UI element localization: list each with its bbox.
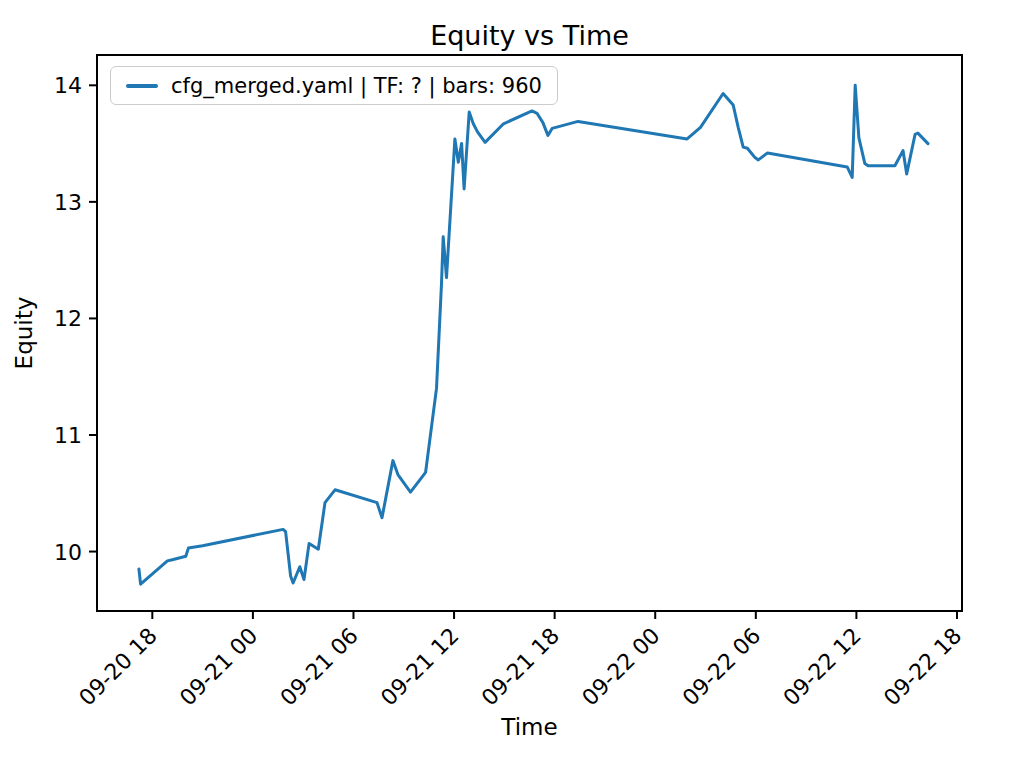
y-tick-label: 14 [54, 73, 82, 98]
x-tick-label: 09-20 18 [74, 623, 162, 711]
y-tick-label: 10 [54, 540, 82, 565]
x-tick-label: 09-21 18 [477, 623, 565, 711]
plot-border [97, 55, 962, 611]
x-tick-label: 09-22 12 [778, 623, 866, 711]
equity-line-series [139, 85, 928, 584]
y-tick-label: 12 [54, 306, 82, 331]
x-axis-label: Time [97, 714, 962, 740]
chart-title: Equity vs Time [97, 20, 962, 51]
x-tick-label: 09-22 00 [577, 623, 665, 711]
x-tick-label: 09-21 12 [376, 623, 464, 711]
figure: 101112131409-20 1809-21 0009-21 0609-21 … [0, 0, 1024, 768]
y-axis-label: Equity [11, 273, 37, 393]
legend-series-label: cfg_merged.yaml | TF: ? | bars: 960 [171, 74, 542, 98]
x-tick-label: 09-22 06 [678, 623, 766, 711]
legend-box: cfg_merged.yaml | TF: ? | bars: 960 [110, 66, 558, 105]
x-tick-label: 09-21 06 [275, 623, 363, 711]
x-tick-label: 09-22 18 [879, 623, 967, 711]
y-tick-label: 11 [54, 423, 82, 448]
chart-svg: 101112131409-20 1809-21 0009-21 0609-21 … [0, 0, 1024, 768]
y-tick-label: 13 [54, 190, 82, 215]
x-tick-label: 09-21 00 [175, 623, 263, 711]
legend-sample-line-icon [126, 84, 158, 88]
